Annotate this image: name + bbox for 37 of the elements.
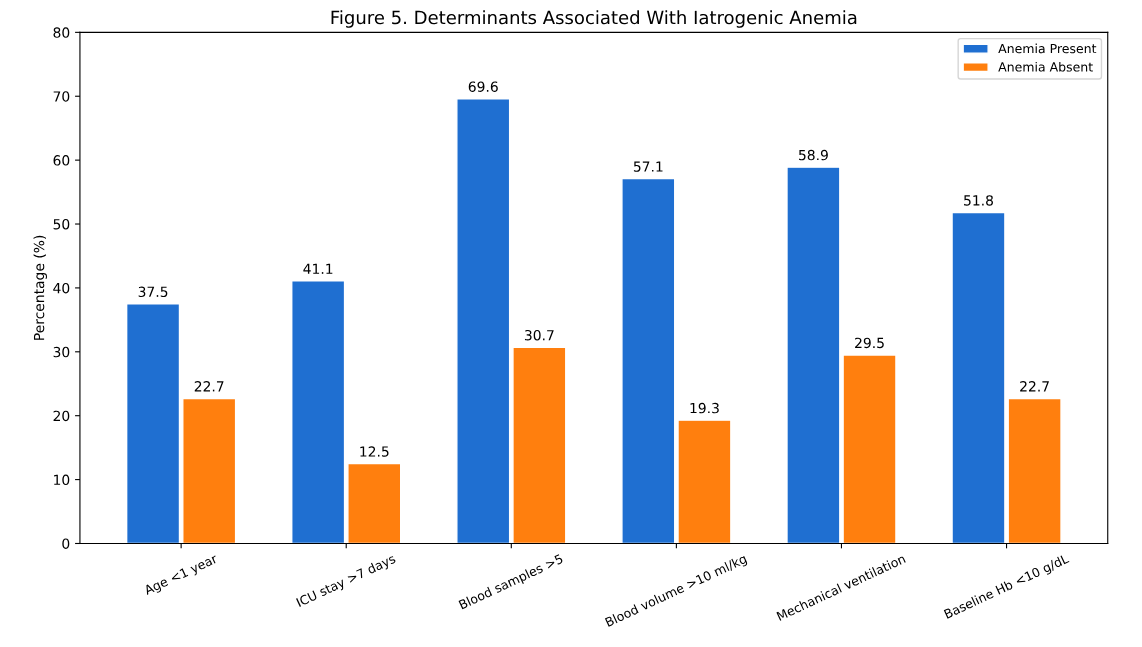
y-tick-label: 50 xyxy=(53,218,70,230)
y-tick-label: 30 xyxy=(53,346,70,358)
bar xyxy=(621,177,676,544)
chart-title: Figure 5. Determinants Associated With Iatrogenic Anemia xyxy=(331,10,857,28)
bar xyxy=(1007,397,1062,544)
data-label: 37.5 xyxy=(138,286,168,298)
y-tick-label: 10 xyxy=(54,474,70,486)
y-tick-label: 80 xyxy=(53,27,70,38)
data-label: 22.7 xyxy=(1020,381,1049,392)
data-label: 57.1 xyxy=(633,161,663,172)
legend-label: Anemia Present xyxy=(998,43,1097,54)
y-tick-label: 0 xyxy=(62,538,70,549)
y-tick-label: 20 xyxy=(53,410,70,422)
bar xyxy=(677,419,732,544)
bar xyxy=(291,280,346,544)
data-label: 12.5 xyxy=(360,446,389,457)
data-label: 69.6 xyxy=(468,81,498,92)
data-label: 29.5 xyxy=(855,337,884,349)
data-label: 22.7 xyxy=(194,381,224,392)
bar xyxy=(951,211,1006,544)
data-label: 58.9 xyxy=(799,149,828,161)
y-axis-title: Percentage (%) xyxy=(33,235,47,340)
data-label: 19.3 xyxy=(690,402,719,414)
data-label: 30.7 xyxy=(524,329,554,341)
x-tick-label: ICU stay >7 days xyxy=(295,553,398,610)
data-label: 51.8 xyxy=(964,195,993,206)
bar xyxy=(456,98,511,544)
y-tick-label: 70 xyxy=(53,91,70,102)
x-tick-label: Age <1 year xyxy=(143,553,220,598)
y-tick-label: 40 xyxy=(53,282,70,294)
bar xyxy=(347,462,402,544)
bar xyxy=(182,397,237,544)
bar xyxy=(512,346,567,544)
y-tick-label: 60 xyxy=(53,155,70,166)
bar xyxy=(125,303,181,544)
legend-label: Anemia Absent xyxy=(998,61,1093,72)
data-label: 41.1 xyxy=(303,263,333,274)
